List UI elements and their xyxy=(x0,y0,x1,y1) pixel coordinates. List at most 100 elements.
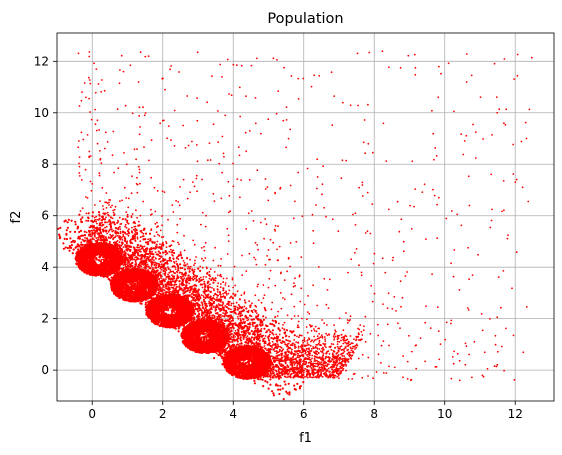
scatter-point xyxy=(376,323,379,326)
scatter-point xyxy=(190,300,193,302)
scatter-point xyxy=(347,351,350,354)
scatter-point xyxy=(494,343,497,346)
scatter-point xyxy=(327,363,330,366)
scatter-point xyxy=(282,348,284,351)
scatter-point xyxy=(122,218,124,220)
scatter-point xyxy=(276,364,279,367)
scatter-point xyxy=(406,378,409,380)
scatter-point xyxy=(80,179,83,181)
scatter-point xyxy=(380,362,382,364)
scatter-point xyxy=(100,162,103,165)
scatter-point xyxy=(246,310,249,313)
scatter-point xyxy=(186,197,189,200)
scatter-point xyxy=(229,210,232,213)
scatter-point xyxy=(489,318,491,320)
scatter-point xyxy=(211,75,213,78)
scatter-point xyxy=(159,243,161,246)
scatter-point xyxy=(169,245,171,248)
scatter-point xyxy=(285,339,287,341)
scatter-point xyxy=(393,366,396,369)
scatter-point xyxy=(245,228,248,230)
scatter-point xyxy=(289,265,291,268)
scatter-point xyxy=(306,376,309,379)
scatter-point xyxy=(320,374,323,376)
scatter-point xyxy=(322,360,325,362)
scatter-point xyxy=(314,345,317,348)
scatter-point xyxy=(332,343,335,346)
scatter-point xyxy=(306,354,308,356)
scatter-point xyxy=(136,237,139,240)
scatter-point xyxy=(456,213,459,216)
scatter-point xyxy=(176,223,179,226)
scatter-point xyxy=(358,328,361,331)
scatter-point xyxy=(323,277,326,280)
scatter-point xyxy=(125,163,128,166)
scatter-point xyxy=(78,156,81,159)
scatter-point xyxy=(232,185,235,188)
scatter-point xyxy=(419,337,422,339)
scatter-point xyxy=(304,357,307,359)
scatter-point xyxy=(377,353,380,356)
scatter-point xyxy=(397,322,399,325)
scatter-point xyxy=(399,327,401,329)
scatter-point xyxy=(402,240,405,243)
scatter-point xyxy=(316,335,319,338)
scatter-point xyxy=(260,132,262,135)
scatter-point xyxy=(357,333,360,336)
scatter-point xyxy=(343,336,346,338)
scatter-point xyxy=(342,365,345,368)
scatter-point xyxy=(182,124,185,127)
scatter-point xyxy=(131,175,133,178)
scatter-point xyxy=(201,286,204,289)
scatter-point xyxy=(511,287,513,290)
scatter-point xyxy=(468,204,471,207)
scatter-point xyxy=(193,284,195,287)
scatter-point xyxy=(328,375,330,378)
scatter-point xyxy=(227,234,230,237)
scatter-point xyxy=(291,364,294,366)
scatter-point xyxy=(388,365,390,368)
scatter-point xyxy=(340,367,343,370)
scatter-point xyxy=(157,291,160,294)
scatter-point xyxy=(107,236,110,239)
scatter-point xyxy=(219,63,222,66)
scatter-point xyxy=(135,209,137,212)
scatter-point xyxy=(297,354,299,357)
scatter-point xyxy=(453,110,455,113)
scatter-point xyxy=(290,293,293,296)
scatter-point xyxy=(483,351,486,354)
scatter-point xyxy=(353,338,355,340)
scatter-point xyxy=(95,220,97,223)
scatter-point xyxy=(269,370,271,373)
scatter-point xyxy=(358,186,360,189)
scatter-point xyxy=(361,376,364,379)
scatter-point xyxy=(303,348,306,351)
scatter-point xyxy=(284,352,287,355)
scatter-point xyxy=(429,327,432,329)
scatter-point xyxy=(318,367,321,369)
scatter-point xyxy=(302,342,304,344)
scatter-point xyxy=(345,339,348,342)
scatter-point xyxy=(192,239,195,242)
scatter-point xyxy=(100,91,103,93)
scatter-point xyxy=(256,57,258,60)
scatter-point xyxy=(325,373,328,375)
scatter-point xyxy=(127,206,130,209)
scatter-point xyxy=(222,281,225,284)
scatter-point xyxy=(141,235,144,238)
scatter-point xyxy=(284,375,286,378)
scatter-point xyxy=(346,353,349,355)
scatter-point xyxy=(293,315,296,317)
scatter-point xyxy=(482,375,485,378)
scatter-point xyxy=(262,376,265,379)
scatter-point xyxy=(81,207,84,210)
scatter-point xyxy=(278,333,281,336)
scatter-point xyxy=(316,362,318,365)
scatter-point xyxy=(239,115,242,118)
scatter-point xyxy=(303,337,306,339)
scatter-point xyxy=(138,106,141,109)
scatter-point xyxy=(123,250,126,253)
scatter-point xyxy=(283,366,286,369)
scatter-point xyxy=(290,350,293,353)
scatter-point xyxy=(136,236,139,239)
